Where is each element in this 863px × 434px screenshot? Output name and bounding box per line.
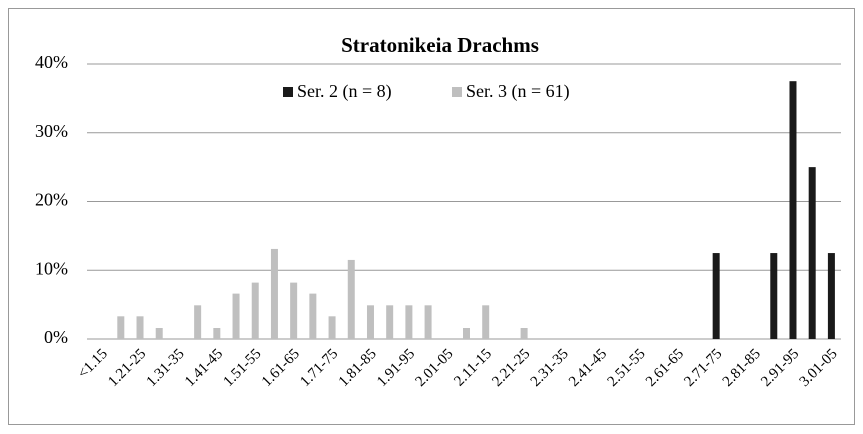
bar bbox=[463, 328, 470, 339]
bar bbox=[808, 167, 816, 339]
bar bbox=[789, 81, 797, 339]
bar bbox=[405, 305, 413, 339]
y-tick-label: 40% bbox=[35, 52, 68, 72]
chart-title: Stratonikeia Drachms bbox=[341, 33, 539, 57]
bar bbox=[347, 259, 355, 339]
chart-frame bbox=[8, 8, 855, 425]
bar bbox=[827, 253, 835, 339]
y-tick-label: 30% bbox=[35, 121, 68, 141]
bar bbox=[232, 293, 240, 339]
bar bbox=[155, 328, 163, 339]
bar bbox=[213, 328, 221, 339]
legend-label: Ser. 2 (n = 8) bbox=[297, 81, 392, 102]
y-tick-label: 10% bbox=[35, 258, 68, 278]
y-tick-label: 20% bbox=[35, 190, 68, 210]
bar bbox=[194, 305, 202, 339]
bar bbox=[770, 253, 778, 339]
bar bbox=[712, 253, 720, 339]
bar bbox=[290, 282, 298, 339]
bar bbox=[136, 316, 144, 339]
legend-label: Ser. 3 (n = 61) bbox=[466, 81, 570, 102]
bar bbox=[482, 305, 490, 339]
legend-swatch bbox=[452, 87, 462, 97]
bar bbox=[424, 305, 432, 339]
y-tick-label: 0% bbox=[44, 327, 68, 347]
bar bbox=[309, 293, 317, 339]
bar bbox=[520, 328, 528, 339]
bar bbox=[117, 316, 125, 339]
bar bbox=[386, 305, 394, 339]
bar bbox=[270, 248, 278, 339]
legend-swatch bbox=[283, 87, 293, 97]
bar bbox=[251, 282, 259, 339]
bar bbox=[366, 305, 374, 339]
bar bbox=[328, 316, 336, 339]
